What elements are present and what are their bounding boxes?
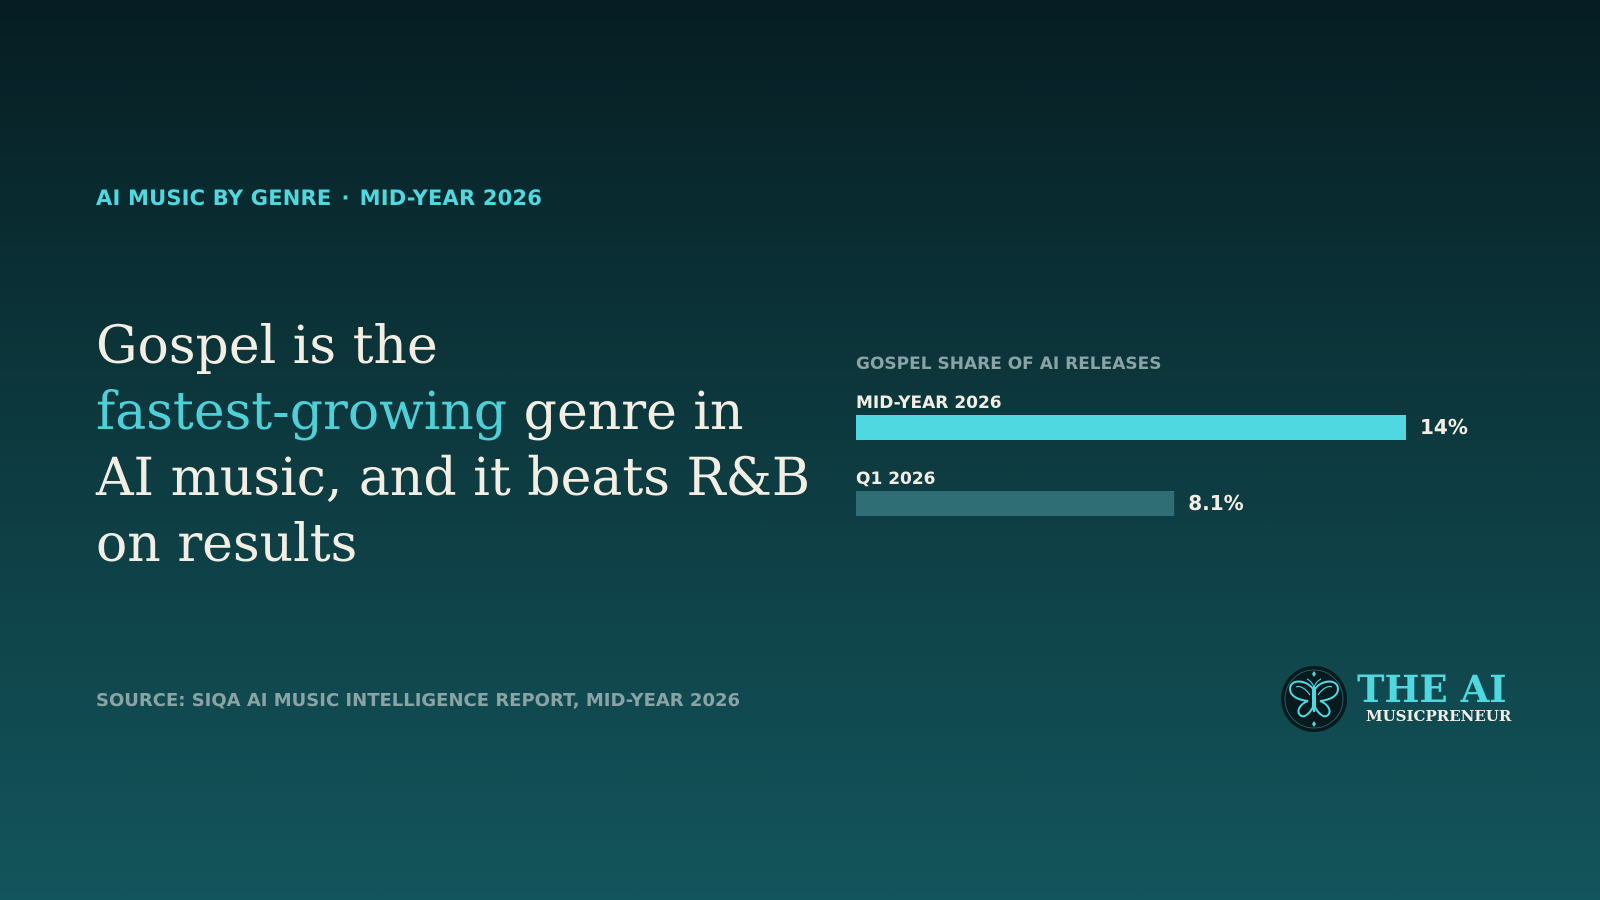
bar: [856, 415, 1406, 440]
butterfly-icon: [1281, 666, 1347, 732]
logo-title: THE AI: [1357, 667, 1507, 711]
bar-value-label: 14%: [1420, 415, 1468, 439]
bar-category-label: MID-YEAR 2026: [856, 393, 1002, 413]
bar-category-label: Q1 2026: [856, 469, 936, 489]
chart-svg: GOSPEL SHARE OF AI RELEASES MID-YEAR 2026…: [856, 354, 1468, 516]
headline-part-2: genre in AI music, and it beats R&B on r…: [96, 382, 811, 574]
headline: Gospel is the fastest-growing genre in AI…: [96, 313, 816, 577]
headline-part-1: Gospel is the: [96, 316, 438, 376]
brand-logo: THE AI MUSICPRENEUR: [1280, 665, 1520, 735]
eyebrow-period: MID-YEAR 2026: [359, 186, 543, 210]
headline-accent: fastest-growing: [96, 382, 508, 442]
eyebrow-separator: ·: [341, 186, 350, 210]
eyebrow: AI MUSIC BY GENRE · MID-YEAR 2026: [96, 186, 542, 210]
bar: [856, 491, 1175, 516]
bar-value-label: 8.1%: [1188, 491, 1243, 515]
eyebrow-topic: AI MUSIC BY GENRE: [96, 186, 332, 210]
chart-title: GOSPEL SHARE OF AI RELEASES: [856, 354, 1162, 374]
source-note: SOURCE: SIQA AI MUSIC INTELLIGENCE REPOR…: [96, 690, 741, 711]
gospel-share-chart: GOSPEL SHARE OF AI RELEASES MID-YEAR 2026…: [856, 350, 1496, 540]
logo-subtitle: MUSICPRENEUR: [1366, 707, 1512, 725]
